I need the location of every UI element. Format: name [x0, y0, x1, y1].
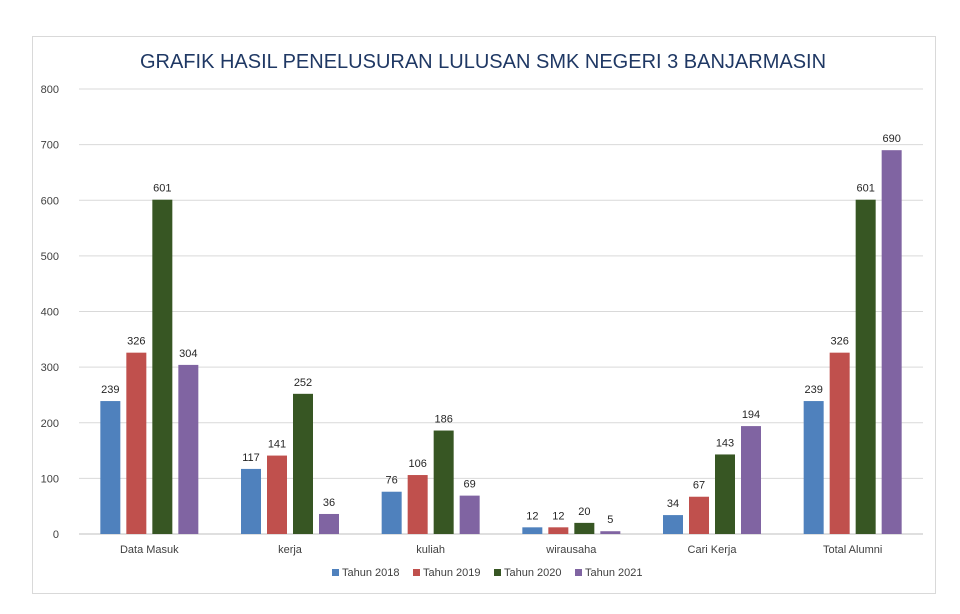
chart-title: GRAFIK HASIL PENELUSURAN LULUSAN SMK NEG…	[140, 51, 826, 73]
chart-frame: GRAFIK HASIL PENELUSURAN LULUSAN SMK NEG…	[32, 36, 936, 594]
bar	[407, 475, 428, 534]
data-label: 252	[294, 377, 312, 389]
y-tick-label: 300	[41, 362, 59, 374]
bar	[178, 364, 199, 534]
data-label: 12	[552, 510, 564, 522]
x-category-label: kerja	[278, 544, 303, 556]
bar	[803, 401, 824, 534]
x-category-label: kuliah	[416, 544, 445, 556]
y-tick-label: 200	[41, 418, 59, 430]
bar	[829, 352, 850, 534]
y-tick-label: 0	[53, 529, 59, 541]
bar	[267, 455, 287, 534]
legend-label: Tahun 2018	[342, 567, 400, 579]
y-tick-label: 600	[41, 195, 59, 207]
data-label: 76	[386, 475, 398, 487]
y-tick-label: 700	[41, 140, 59, 152]
data-label: 194	[742, 409, 760, 421]
x-category-label: Data Masuk	[120, 544, 179, 556]
legend-swatch	[413, 569, 420, 576]
data-label: 106	[408, 458, 426, 470]
bar	[241, 468, 261, 534]
data-label: 304	[179, 348, 197, 360]
bar	[715, 454, 735, 534]
bar-chart: GRAFIK HASIL PENELUSURAN LULUSAN SMK NEG…	[41, 51, 923, 579]
data-label: 20	[578, 506, 590, 518]
legend-swatch	[332, 569, 339, 576]
bar	[293, 393, 313, 534]
y-tick-label: 500	[41, 251, 59, 263]
bar	[600, 531, 621, 534]
data-label: 141	[268, 439, 286, 451]
data-label: 326	[127, 336, 145, 348]
bar	[381, 491, 402, 534]
data-label: 690	[882, 133, 900, 145]
bar	[689, 496, 709, 534]
x-category-label: wirausaha	[545, 544, 597, 556]
data-label: 69	[464, 479, 476, 491]
legend-label: Tahun 2019	[423, 567, 481, 579]
data-label: 34	[667, 498, 679, 510]
bar	[522, 527, 543, 534]
data-label: 601	[856, 183, 874, 195]
x-category-label: Total Alumni	[823, 544, 882, 556]
bar	[855, 199, 876, 534]
data-label: 601	[153, 183, 171, 195]
bar	[741, 426, 761, 534]
data-label: 117	[242, 452, 260, 464]
data-label: 12	[526, 510, 538, 522]
data-label: 67	[693, 480, 705, 492]
y-tick-label: 400	[41, 307, 59, 319]
x-category-label: Cari Kerja	[688, 544, 738, 556]
data-label: 143	[716, 437, 734, 449]
legend-label: Tahun 2021	[585, 567, 643, 579]
bar	[881, 150, 902, 534]
bar	[459, 495, 480, 534]
bar	[548, 527, 569, 534]
legend-swatch	[494, 569, 501, 576]
data-label: 5	[607, 514, 613, 526]
bar	[152, 199, 173, 534]
y-tick-label: 100	[41, 473, 59, 485]
data-label: 239	[101, 384, 119, 396]
bar	[319, 513, 339, 534]
data-label: 326	[830, 336, 848, 348]
data-label: 36	[323, 497, 335, 509]
legend-swatch	[575, 569, 582, 576]
bar	[663, 515, 683, 534]
data-label: 186	[434, 414, 452, 426]
bar	[433, 430, 454, 534]
bar	[100, 401, 121, 534]
bar	[126, 352, 147, 534]
legend-label: Tahun 2020	[504, 567, 562, 579]
data-label: 239	[804, 384, 822, 396]
y-tick-label: 800	[41, 84, 59, 96]
bar	[574, 522, 595, 534]
